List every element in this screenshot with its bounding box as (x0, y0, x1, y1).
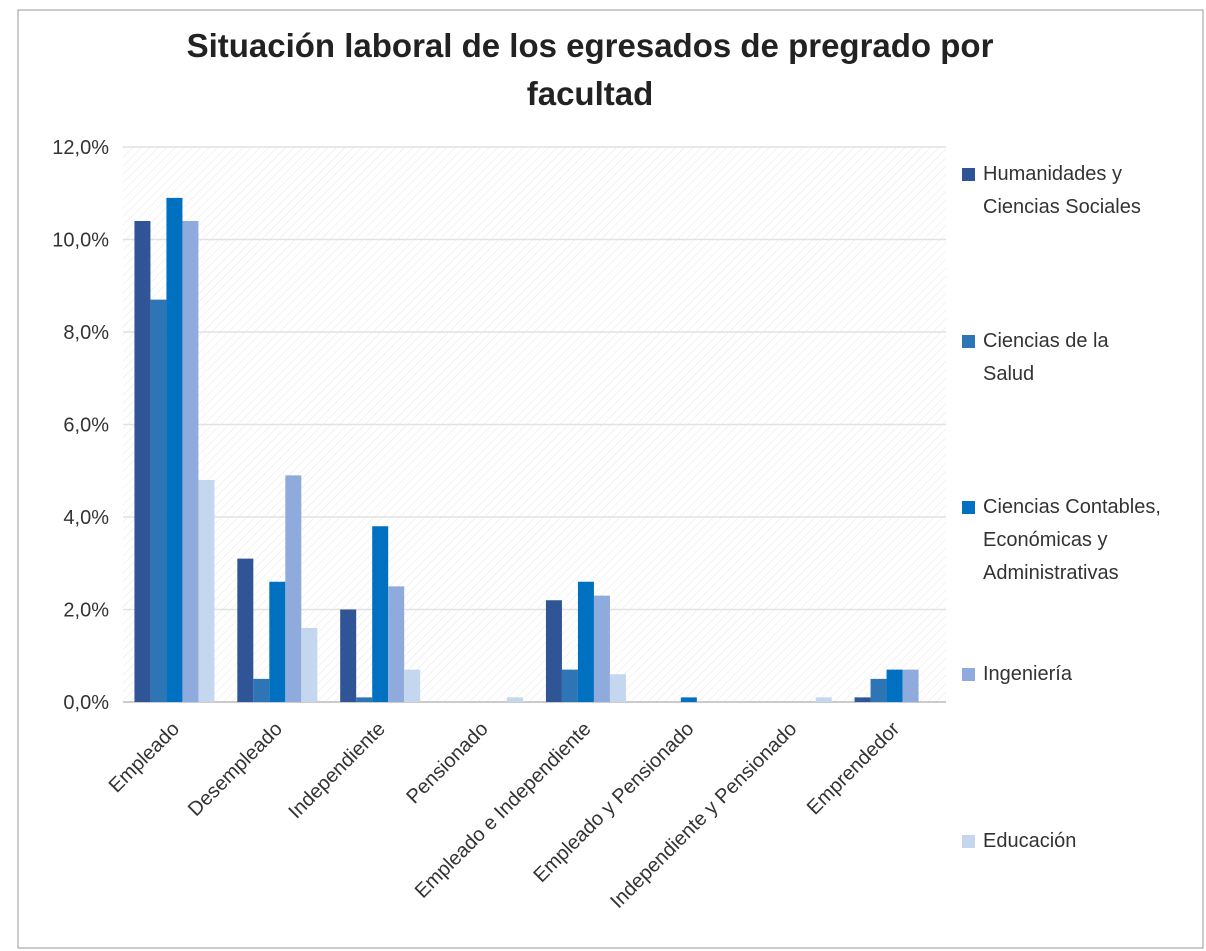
legend-entry: Ciencias Contables, Económicas y Adminis… (962, 491, 1162, 590)
bar (134, 221, 151, 702)
bar (815, 697, 832, 702)
legend-swatch (962, 835, 975, 848)
y-tick-label: 2,0% (63, 600, 109, 622)
legend-entry: Ingeniería (962, 658, 1162, 691)
legend-entry: Humanidades y Ciencias Sociales (962, 158, 1162, 224)
legend-entry: Educación (962, 825, 1162, 858)
bar (680, 697, 697, 702)
bar (577, 581, 594, 702)
bar (285, 475, 302, 702)
legend-swatch (962, 335, 975, 348)
x-tick-label: Desempleado (184, 718, 287, 821)
bar (854, 697, 871, 702)
bar (269, 581, 286, 702)
bar (507, 697, 524, 702)
y-tick-label: 10,0% (52, 230, 109, 252)
legend-label: Ingeniería (983, 663, 1072, 685)
bar (870, 678, 887, 702)
legend-label: Ciencias de la Salud (983, 330, 1109, 385)
bar (902, 669, 919, 702)
bar (372, 526, 389, 702)
y-tick-label: 6,0% (63, 415, 109, 437)
bar (388, 586, 405, 702)
x-tick-label: Empleado (105, 718, 184, 797)
y-tick-label: 4,0% (63, 507, 109, 529)
bar (593, 595, 610, 702)
bar (356, 697, 373, 702)
bar (253, 678, 270, 702)
bar (545, 600, 562, 702)
bar (609, 674, 626, 702)
bar (886, 669, 903, 702)
x-tick-label: Pensionado (402, 718, 492, 808)
y-tick-label: 8,0% (63, 322, 109, 344)
x-tick-label: Independiente (285, 718, 390, 823)
legend-entry: Ciencias de la Salud (962, 325, 1162, 391)
chart-title: Situación laboral de los egresados de pr… (186, 27, 994, 112)
bar (404, 669, 421, 702)
x-tick-label: Independiente y Pensionado (606, 718, 801, 913)
y-tick-label: 0,0% (63, 692, 109, 714)
legend-swatch (962, 168, 975, 181)
chart-border (17, 9, 1204, 949)
x-tick-label: Emprendedor (803, 718, 904, 819)
y-tick-label: 12,0% (52, 137, 109, 159)
bar (182, 221, 199, 702)
bar (150, 299, 167, 702)
bar (301, 628, 318, 702)
bar (340, 609, 357, 702)
legend-label: Humanidades y Ciencias Sociales (983, 163, 1141, 218)
legend-label: Educación (983, 830, 1077, 852)
legend-label: Ciencias Contables, Económicas y Adminis… (983, 496, 1161, 584)
legend-swatch (962, 668, 975, 681)
bar (561, 669, 578, 702)
legend-swatch (962, 501, 975, 514)
bar (166, 197, 183, 702)
x-tick-label: Empleado e Independiente (411, 718, 596, 903)
bar (237, 558, 254, 702)
bar (198, 480, 215, 702)
